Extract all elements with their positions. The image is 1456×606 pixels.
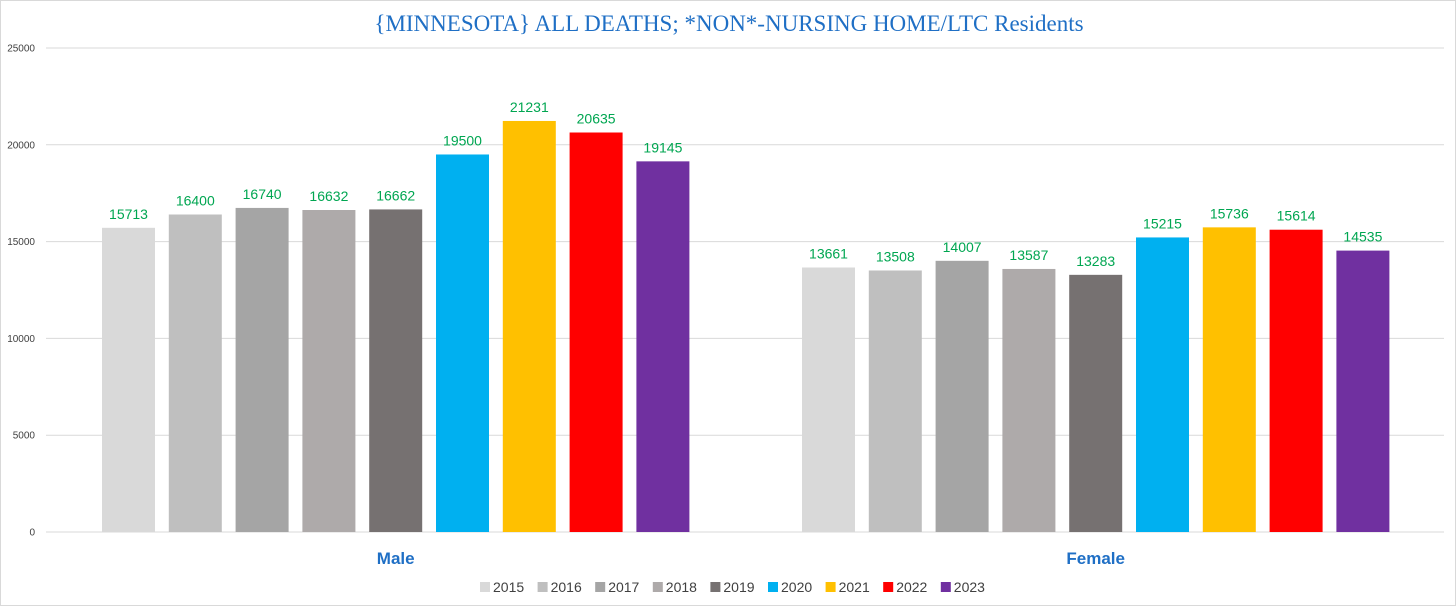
- data-label-male-2020: 19500: [443, 132, 482, 148]
- legend-swatch-2015: [480, 582, 490, 592]
- legend-swatch-2023: [940, 582, 951, 592]
- category-label-male: Male: [377, 549, 415, 568]
- category-labels: Male Female: [377, 549, 1125, 568]
- data-label-female-2022: 15614: [1277, 208, 1316, 224]
- legend-swatch-2017: [595, 582, 606, 592]
- legend-swatch-2019: [710, 582, 721, 592]
- legend-label-2021: 2021: [839, 579, 870, 595]
- legend-swatch-2020: [768, 582, 778, 592]
- y-tick-label: 10000: [7, 334, 35, 345]
- bar-female-2022: [1269, 229, 1323, 533]
- legend-swatch-2021: [825, 582, 836, 592]
- data-label-male-2021: 21231: [510, 99, 549, 115]
- bar-male-2016: [168, 214, 222, 532]
- data-label-male-2017: 16740: [243, 186, 282, 202]
- legend-swatch-2016: [537, 582, 548, 592]
- legend-label-2017: 2017: [608, 579, 639, 595]
- y-axis-ticks: 0 5000 10000 15000 20000 25000: [7, 44, 35, 539]
- data-label-female-2019: 13283: [1076, 253, 1115, 269]
- y-tick-label: 0: [29, 528, 35, 539]
- legend-label-2020: 2020: [781, 579, 812, 595]
- data-label-female-2023: 14535: [1343, 229, 1382, 245]
- data-labels: 15713 16400 16740 16632 16662 19500 21231 20635…: [109, 99, 1383, 269]
- bar-male-2021: [502, 120, 556, 533]
- data-label-male-2016: 16400: [176, 192, 215, 208]
- bar-male-2020: [436, 154, 489, 533]
- data-label-male-2023: 19145: [643, 139, 682, 155]
- bar-male-2015: [102, 227, 155, 532]
- bar-female-2023: [1336, 250, 1390, 532]
- legend-swatch-2022: [883, 582, 894, 592]
- data-label-male-2019: 16662: [376, 187, 415, 203]
- bar-female-2021: [1202, 227, 1256, 532]
- bar-female-2015: [802, 267, 855, 532]
- y-tick-label: 25000: [7, 44, 35, 55]
- legend-swatch-2018: [652, 582, 663, 592]
- chart-title: {MINNESOTA} ALL DEATHS; *NON*-NURSING HO…: [374, 11, 1083, 36]
- bar-female-2018: [1002, 268, 1056, 532]
- bar-male-2022: [569, 132, 623, 532]
- bar-male-2019: [369, 209, 423, 532]
- legend: 2015 2016 2017 2018 2019 2020 2021 2022 2023: [480, 579, 985, 595]
- data-label-female-2016: 13508: [876, 248, 915, 264]
- bar-male-2017: [235, 207, 289, 532]
- y-tick-label: 15000: [7, 237, 35, 248]
- category-label-female: Female: [1066, 549, 1125, 568]
- y-tick-label: 5000: [13, 431, 36, 442]
- data-label-male-2018: 16632: [309, 188, 348, 204]
- data-label-male-2022: 20635: [577, 111, 616, 127]
- data-label-female-2018: 13587: [1009, 247, 1048, 263]
- bar-male-2018: [302, 210, 356, 532]
- legend-label-2018: 2018: [666, 579, 697, 595]
- bar-female-2016: [868, 270, 922, 532]
- legend-label-2023: 2023: [954, 579, 985, 595]
- bar-female-2020: [1136, 237, 1189, 532]
- bar-male-2023: [636, 161, 690, 533]
- bar-female-2019: [1069, 274, 1123, 532]
- bar-female-2017: [935, 260, 989, 532]
- legend-label-2022: 2022: [896, 579, 927, 595]
- legend-label-2016: 2016: [551, 579, 582, 595]
- bars: [102, 120, 1390, 533]
- data-label-female-2015: 13661: [809, 246, 848, 262]
- data-label-female-2021: 15736: [1210, 205, 1249, 221]
- legend-label-2015: 2015: [493, 579, 524, 595]
- y-tick-label: 20000: [7, 140, 35, 151]
- legend-label-2019: 2019: [723, 579, 754, 595]
- data-label-male-2015: 15713: [109, 206, 148, 222]
- data-label-female-2020: 15215: [1143, 215, 1182, 231]
- data-label-female-2017: 14007: [943, 239, 982, 255]
